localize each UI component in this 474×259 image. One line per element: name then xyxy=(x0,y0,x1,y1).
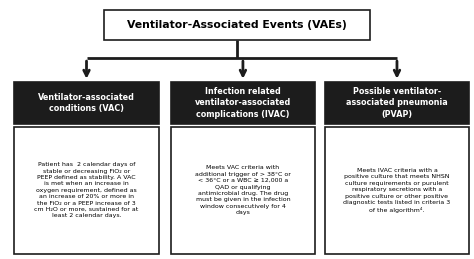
Bar xyxy=(325,82,469,124)
Text: Patient has  2 calendar days of
stable or decreasing FiO₂ or
PEEP defined as sta: Patient has 2 calendar days of stable or… xyxy=(35,162,138,218)
Text: Ventilator-Associated Events (VAEs): Ventilator-Associated Events (VAEs) xyxy=(127,20,347,30)
Text: Meets VAC criteria with
additional trigger of > 38°C or
< 36°C or a WBC ≥ 12,000: Meets VAC criteria with additional trigg… xyxy=(195,166,291,215)
Bar xyxy=(325,127,469,254)
Bar xyxy=(171,82,315,124)
Bar xyxy=(14,127,159,254)
Text: Possible ventilator-
associated pneumonia
(PVAP): Possible ventilator- associated pneumoni… xyxy=(346,87,448,119)
Bar xyxy=(104,10,370,40)
Text: Infection related
ventilator-associated
complications (IVAC): Infection related ventilator-associated … xyxy=(195,87,291,119)
Bar xyxy=(14,82,159,124)
Bar xyxy=(171,127,315,254)
Text: Meets IVAC criteria with a
positive culture that meets NHSN
culture requirements: Meets IVAC criteria with a positive cult… xyxy=(343,168,451,213)
Text: Ventilator-associated
conditions (VAC): Ventilator-associated conditions (VAC) xyxy=(38,93,135,113)
